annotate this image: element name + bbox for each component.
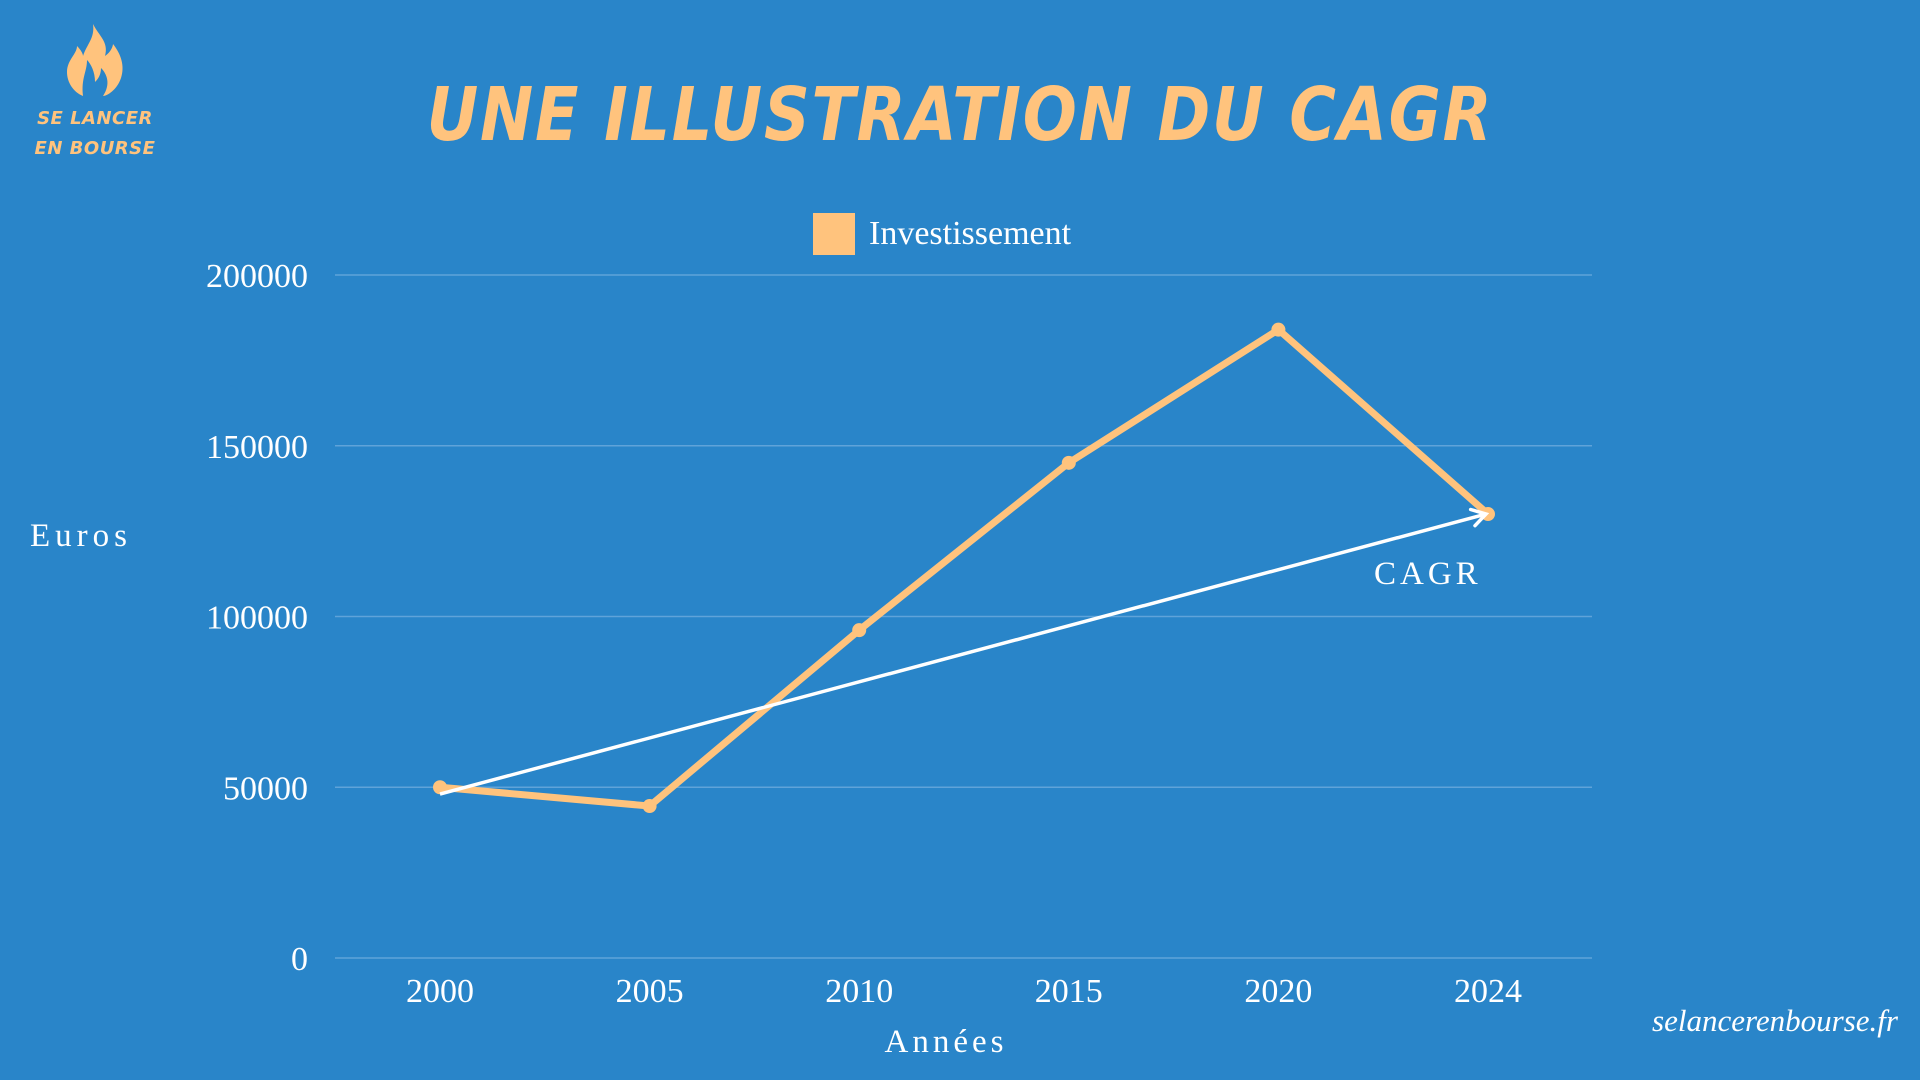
cagr-annotation-label: CAGR xyxy=(1374,556,1482,592)
flame-icon xyxy=(67,24,123,96)
series-line xyxy=(439,326,1491,810)
x-tick-label: 2024 xyxy=(1454,973,1522,1010)
website-watermark: selancerenbourse.fr xyxy=(1652,1003,1898,1038)
data-point xyxy=(1061,455,1076,470)
chart-title: UNE ILLUSTRATION DU CAGR xyxy=(426,72,1494,158)
cagr-arrow-line xyxy=(439,512,1487,796)
chart-legend: Investissement xyxy=(813,212,1071,256)
legend-label: Investissement xyxy=(869,215,1072,252)
legend-swatch xyxy=(813,213,855,255)
y-tick-label: 200000 xyxy=(206,258,308,295)
y-tick-label: 100000 xyxy=(206,600,308,637)
x-tick-label: 2005 xyxy=(616,973,684,1010)
x-axis-label: Années xyxy=(884,1024,1008,1060)
y-tick-label: 150000 xyxy=(206,429,308,466)
data-point xyxy=(642,799,657,814)
arrowhead-icon xyxy=(1468,507,1490,528)
y-tick-label: 50000 xyxy=(223,770,308,807)
data-point xyxy=(1271,322,1286,337)
x-tick-label: 2000 xyxy=(406,973,474,1010)
data-point xyxy=(433,780,447,795)
x-tick-label: 2015 xyxy=(1035,973,1103,1010)
brand-logo: SE LANCER EN BOURSE xyxy=(30,22,160,164)
y-tick-label: 0 xyxy=(291,941,308,978)
data-point xyxy=(852,623,867,638)
brand-name-line2: EN BOURSE xyxy=(34,138,156,159)
x-tick-label: 2020 xyxy=(1244,973,1312,1010)
y-axis-label: Euros xyxy=(30,518,132,554)
brand-name-line1: SE LANCER xyxy=(37,108,153,129)
x-tick-label: 2010 xyxy=(825,973,893,1010)
